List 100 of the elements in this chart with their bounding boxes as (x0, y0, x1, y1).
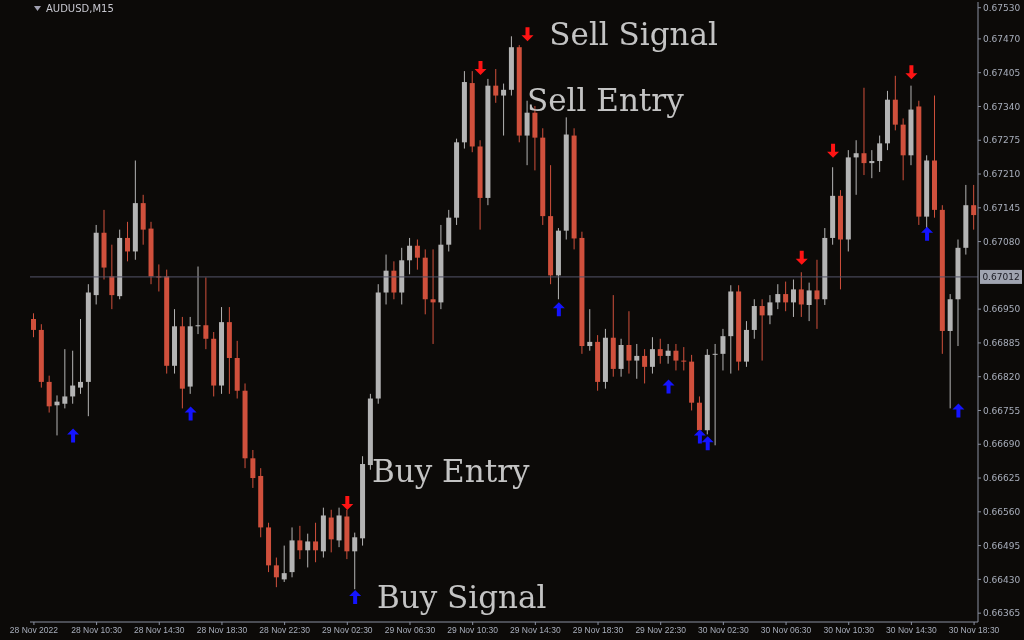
candlestick (62, 348, 68, 409)
x-tick-label: 28 Nov 14:30 (133, 625, 185, 636)
candlestick (297, 525, 303, 560)
y-tick-label: 0.66950 (983, 304, 1021, 315)
y-tick-label: 0.67275 (983, 135, 1021, 146)
candlestick (383, 254, 389, 305)
candlestick (524, 100, 530, 166)
point (67, 428, 80, 443)
x-tick-label: 29 Nov 18:30 (572, 625, 624, 636)
y-tick-label: 0.66365 (983, 608, 1021, 619)
candlestick (391, 260, 397, 300)
y-tick-label: 0.66495 (983, 540, 1021, 551)
annotation: Sell Signal (549, 16, 718, 53)
candlestick (78, 318, 84, 395)
candlestick (281, 545, 287, 583)
candlestick (273, 557, 279, 588)
candlestick (759, 298, 765, 362)
point (474, 61, 487, 75)
x-tick-label: 28 Nov 2022 (9, 625, 59, 636)
candlestick (70, 350, 76, 405)
x-tick-label: 30 Nov 06:30 (760, 625, 812, 636)
y-tick-label: 0.66430 (983, 574, 1021, 585)
candlestick (751, 298, 757, 340)
candlestick (352, 532, 358, 590)
y-tick-label: 0.66625 (983, 473, 1021, 484)
candlestick (195, 266, 201, 335)
x-tick-label: 30 Nov 10:30 (823, 625, 875, 636)
y-tick-label: 0.67470 (983, 34, 1021, 45)
y-tick-label: 0.67145 (983, 203, 1021, 213)
x-tick-label: 28 Nov 10:30 (71, 625, 123, 636)
point (905, 65, 918, 80)
candlestick (109, 244, 115, 310)
point (795, 250, 808, 265)
candlestick (783, 281, 789, 312)
x-tick-label: 30 Nov 14:30 (886, 625, 937, 636)
x-tick-label: 28 Nov 22:30 (259, 625, 311, 636)
annotation: Sell Entry (527, 81, 684, 120)
x-tick-label: 29 Nov 10:30 (447, 625, 499, 636)
point (552, 302, 565, 317)
point (827, 143, 840, 158)
point (341, 495, 354, 510)
candlestick (305, 533, 311, 568)
y-tick-label: 0.66560 (983, 507, 1021, 518)
candlestick (125, 221, 131, 262)
x-tick-label: 29 Nov 06:30 (384, 625, 436, 636)
ref-line-label: 0.67012 (982, 271, 1020, 282)
candlestick (203, 276, 209, 350)
y-tick-label: 0.67530 (983, 2, 1021, 13)
x-tick-label: 28 Nov 18:30 (196, 625, 248, 636)
point (184, 406, 197, 421)
candlestick (798, 271, 804, 318)
candlestick (414, 239, 420, 271)
y-tick-label: 0.66820 (983, 371, 1021, 382)
y-tick-label: 0.67210 (983, 169, 1021, 180)
candlestick (775, 283, 781, 310)
candlestick (31, 312, 36, 338)
candlestick (407, 237, 413, 275)
candlestick (618, 338, 624, 378)
point (952, 403, 965, 418)
candlestick (814, 259, 820, 330)
candlestick (673, 343, 679, 371)
candlestick (430, 248, 436, 345)
candlestick (657, 338, 663, 365)
annotation: Buy Signal (376, 579, 547, 616)
chart-title: AUDUSD,M15 (46, 3, 114, 14)
point (693, 429, 706, 444)
candlestick (720, 328, 726, 371)
candlestick (250, 449, 256, 489)
candlestick (767, 294, 773, 325)
x-tick-label: 29 Nov 02:30 (322, 625, 373, 636)
candlestick (501, 83, 507, 137)
x-tick-label: 30 Nov 18:30 (948, 625, 1000, 636)
x-tick-label: 29 Nov 14:30 (510, 625, 561, 636)
y-tick-label: 0.67340 (983, 101, 1021, 112)
candlestick (649, 336, 655, 375)
point (701, 436, 714, 451)
point (921, 226, 934, 241)
y-tick-label: 0.66755 (983, 405, 1021, 416)
candlestick (665, 343, 671, 365)
y-tick-label: 0.66690 (983, 439, 1021, 450)
candlestick (869, 149, 875, 179)
point (662, 379, 675, 394)
candlestick (313, 522, 319, 563)
candlestick (626, 310, 632, 375)
point (521, 27, 534, 42)
candlestick (853, 139, 859, 196)
point (349, 590, 362, 605)
x-tick-label: 30 Nov 02:30 (698, 625, 749, 636)
candlestick (861, 87, 867, 176)
candlestick (790, 279, 796, 318)
candlestick (642, 348, 648, 384)
candlestick (493, 68, 499, 104)
candlestick (328, 509, 334, 553)
y-tick-label: 0.67405 (983, 67, 1021, 78)
y-tick-label: 0.66885 (983, 338, 1021, 349)
candlestick (806, 282, 812, 322)
candlestick (877, 135, 883, 173)
annotation: Buy Entry (372, 452, 530, 491)
candlestick (681, 346, 687, 371)
candlestick (587, 308, 593, 352)
